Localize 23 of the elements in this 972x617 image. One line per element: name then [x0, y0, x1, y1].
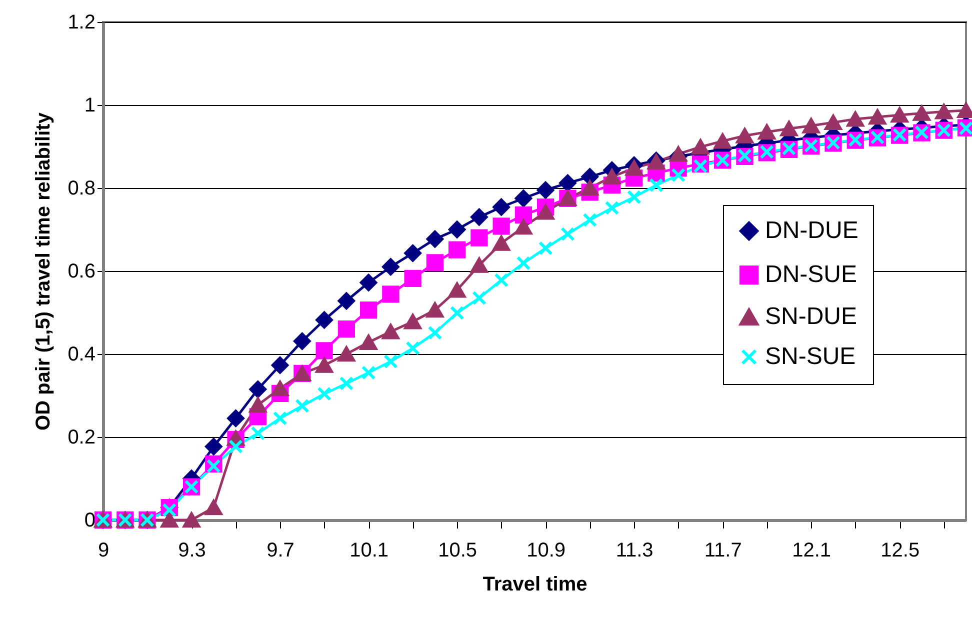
x-tick-label: 12.1	[792, 540, 832, 562]
y-tick-label: 1	[84, 94, 96, 116]
y-tick-label: 0.8	[68, 178, 96, 200]
x-tick-label: 9.3	[178, 540, 206, 562]
x-tick-label: 9	[98, 540, 110, 562]
x-tick-label: 11.7	[704, 540, 742, 562]
x-tick-label: 10.9	[526, 540, 566, 562]
x-axis-title: Travel time	[482, 574, 588, 596]
x-tick-label: 10.5	[438, 540, 478, 562]
x-tick-label: 9.7	[266, 540, 294, 562]
y-tick-label: 0.6	[68, 260, 96, 282]
x-tick-label: 12.5	[880, 540, 920, 562]
y-tick-label: 0.4	[68, 344, 96, 366]
y-axis-title: OD pair (1,5) travel time reliability	[32, 112, 55, 430]
legend-label: DN-SUE	[765, 261, 858, 288]
legend-label: DN-DUE	[765, 217, 858, 244]
y-tick-label: 1.2	[68, 12, 96, 34]
y-tick-label: 0.2	[68, 426, 96, 448]
x-tick-label: 11.3	[616, 540, 654, 562]
x-tick-label: 10.1	[350, 540, 389, 562]
legend-label: SN-DUE	[765, 303, 858, 330]
legend-label: SN-SUE	[765, 343, 856, 370]
y-tick-label: 0	[84, 510, 96, 532]
